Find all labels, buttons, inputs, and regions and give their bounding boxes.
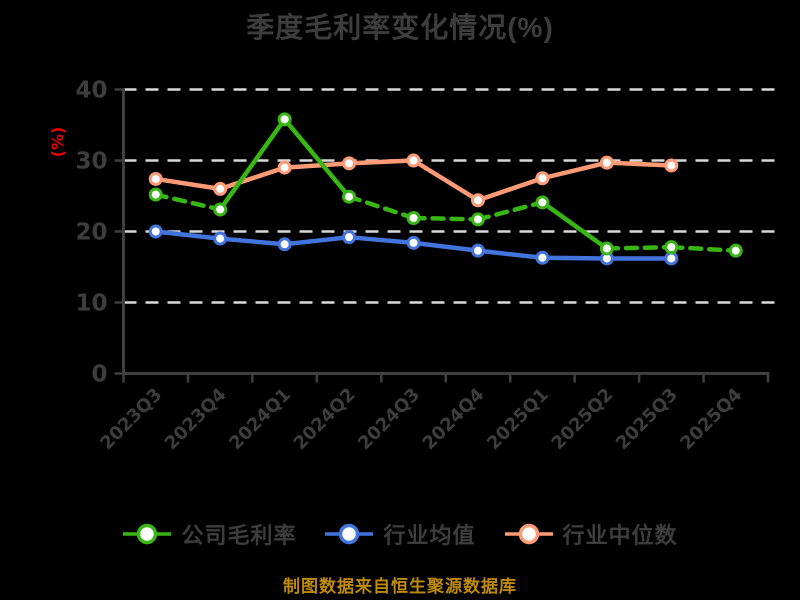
series-segment-2 [282, 161, 352, 170]
x-tick-label: 2024Q1 [225, 384, 295, 454]
series-segment-0 [604, 244, 674, 251]
x-tick-label: 2023Q4 [161, 384, 231, 454]
series-segment-0 [540, 200, 610, 251]
x-tick-label: 2024Q2 [290, 384, 360, 454]
data-point-marker-0 [664, 240, 679, 255]
data-point-marker-2 [148, 171, 163, 186]
legend: 公司毛利率 行业均值 行业中位数 [0, 518, 800, 550]
series-segment-1 [282, 234, 352, 247]
data-point-marker-1 [470, 243, 485, 258]
legend-marker-circle [137, 523, 158, 545]
data-point-marker-1 [148, 224, 163, 239]
y-tick-label: 10 [75, 291, 107, 317]
series-segment-1 [475, 248, 545, 261]
legend-marker-circle [339, 523, 360, 545]
data-point-marker-1 [664, 251, 679, 266]
series-segment-2 [153, 176, 223, 192]
series-segment-1 [346, 234, 416, 246]
data-point-marker-1 [535, 250, 550, 265]
chart-title: 季度毛利率变化情况(%) [246, 12, 554, 43]
data-point-marker-2 [470, 193, 485, 208]
x-tick-label: 2025Q1 [483, 384, 553, 454]
series-segment-0 [282, 117, 352, 199]
data-point-marker-2 [535, 171, 550, 186]
series-segment-2 [604, 160, 674, 168]
series-segment-0 [346, 194, 416, 221]
data-point-marker-0 [728, 243, 743, 258]
legend-item-company-gross-margin: 公司毛利率 [122, 518, 296, 550]
data-point-marker-0 [342, 189, 357, 204]
data-point-marker-1 [406, 235, 421, 250]
x-tick-label: 2025Q2 [547, 384, 617, 454]
legend-label: 行业均值 [383, 523, 476, 548]
legend-item-industry-average: 行业均值 [324, 518, 475, 550]
series-segment-1 [540, 255, 610, 261]
data-point-marker-2 [277, 160, 292, 175]
data-point-marker-1 [277, 237, 292, 252]
legend-marker-circle [518, 523, 539, 545]
series-segment-2 [540, 160, 610, 181]
series-segment-2 [475, 176, 545, 203]
data-point-marker-0 [470, 212, 485, 227]
industry-median-series-marker-icon [504, 523, 553, 545]
x-tick-label: 2025Q3 [612, 384, 682, 454]
series-segment-1 [411, 240, 481, 253]
data-point-marker-0 [213, 202, 228, 217]
series-segment-2 [217, 165, 287, 192]
series-segment-0 [217, 117, 287, 212]
x-tick-label: 2024Q4 [419, 384, 489, 454]
data-point-marker-1 [213, 231, 228, 246]
data-point-marker-0 [535, 195, 550, 210]
series-segment-0 [411, 215, 481, 222]
industry-average-series-marker-icon [325, 523, 374, 545]
y-tick-label: 20 [75, 220, 107, 246]
data-point-marker-2 [213, 181, 228, 196]
line-chart-plot: 0102030402023Q32023Q42024Q12024Q22024Q32… [48, 78, 775, 454]
data-point-marker-2 [599, 155, 614, 170]
series-segment-0 [475, 200, 545, 222]
data-point-marker-0 [148, 187, 163, 202]
series-segment-2 [346, 158, 416, 166]
data-source-caption: 制图数据来自恒生聚源数据库 [283, 577, 517, 596]
x-tick-label: 2023Q3 [96, 384, 166, 454]
y-tick-label: 0 [91, 362, 107, 388]
series-segment-1 [153, 229, 223, 241]
series-segment-0 [153, 192, 223, 212]
legend-label: 公司毛利率 [181, 523, 297, 548]
legend-label: 行业中位数 [562, 523, 678, 548]
company-series-marker-icon [123, 523, 172, 545]
data-point-marker-2 [664, 158, 679, 173]
y-tick-label: 30 [75, 149, 107, 175]
x-tick-label: 2024Q3 [354, 384, 424, 454]
data-point-marker-0 [277, 112, 292, 127]
data-point-marker-2 [406, 153, 421, 168]
series-segment-2 [411, 158, 481, 203]
legend-item-industry-median: 行业中位数 [504, 518, 678, 550]
data-point-marker-1 [342, 230, 357, 245]
data-point-marker-0 [599, 241, 614, 256]
series-segment-1 [217, 236, 287, 247]
y-axis-unit-label: (%) [48, 127, 67, 158]
y-tick-label: 40 [75, 78, 107, 104]
x-tick-label: 2025Q4 [676, 384, 746, 454]
data-point-marker-0 [406, 211, 421, 226]
data-point-marker-2 [342, 156, 357, 171]
series-segment-0 [669, 244, 739, 253]
